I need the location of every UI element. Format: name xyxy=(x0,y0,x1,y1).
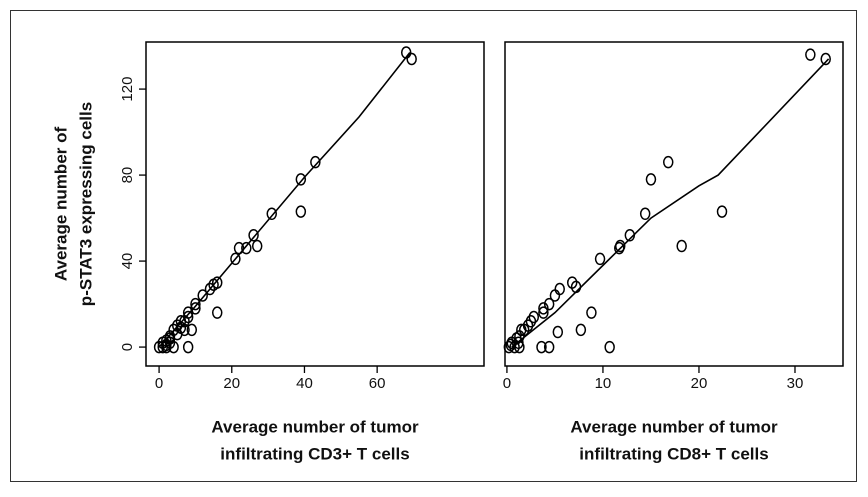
fit-line xyxy=(511,58,830,348)
point xyxy=(538,302,549,315)
y-tick-label: 80 xyxy=(119,167,136,184)
x-axis-label: infiltrating CD8+ T cells xyxy=(579,444,768,463)
x-tick-label: 0 xyxy=(155,375,163,392)
point xyxy=(400,46,412,59)
x-tick-label: 10 xyxy=(595,375,612,392)
point xyxy=(516,323,527,337)
point xyxy=(230,252,241,266)
point xyxy=(543,340,555,354)
point xyxy=(676,239,687,253)
point xyxy=(645,173,657,186)
x-axis-label: Average number of tumor xyxy=(570,417,778,436)
point xyxy=(513,336,524,350)
point xyxy=(204,282,216,296)
point xyxy=(168,340,179,354)
point xyxy=(662,155,674,169)
point xyxy=(624,229,636,242)
point xyxy=(295,173,307,186)
point xyxy=(586,306,597,319)
point xyxy=(161,340,172,354)
fit-line xyxy=(158,52,411,348)
point xyxy=(554,282,565,296)
point xyxy=(251,239,263,253)
point xyxy=(208,278,219,291)
plot-frame xyxy=(145,41,485,367)
point xyxy=(604,340,615,354)
x-tick-label: 20 xyxy=(691,375,708,392)
x-tick-label: 30 xyxy=(787,375,804,392)
y-axis-label: p-STAT3 expressing cells xyxy=(76,102,95,306)
point xyxy=(172,327,183,341)
plot-frame xyxy=(504,41,844,367)
point xyxy=(594,252,606,266)
point xyxy=(538,306,549,319)
x-axis-label: infiltrating CD3+ T cells xyxy=(220,444,409,463)
y-tick-label: 120 xyxy=(119,77,136,102)
point xyxy=(716,205,728,218)
point xyxy=(182,340,194,354)
point xyxy=(536,340,547,354)
x-tick-label: 60 xyxy=(369,375,386,392)
point xyxy=(211,306,223,319)
point xyxy=(805,48,816,61)
point xyxy=(248,229,259,242)
point xyxy=(549,289,561,302)
point xyxy=(614,239,626,253)
x-tick-label: 20 xyxy=(223,375,240,392)
point xyxy=(575,323,587,337)
point xyxy=(164,336,176,350)
y-tick-label: 40 xyxy=(119,253,136,270)
point xyxy=(552,325,564,339)
point xyxy=(295,205,307,218)
point xyxy=(406,52,417,66)
point xyxy=(241,241,252,255)
point xyxy=(197,289,208,302)
figure-border xyxy=(10,10,857,482)
point xyxy=(186,323,198,337)
point xyxy=(570,280,582,294)
point xyxy=(820,52,831,66)
point xyxy=(503,340,515,354)
point xyxy=(153,340,165,354)
y-axis-label: Average number of xyxy=(51,127,70,282)
point xyxy=(190,297,201,311)
point xyxy=(266,207,278,221)
x-axis-label: Average number of tumor xyxy=(211,417,419,436)
y-tick-label: 0 xyxy=(119,343,136,351)
point xyxy=(543,297,555,311)
point xyxy=(639,207,651,221)
x-tick-label: 0 xyxy=(503,375,511,392)
point xyxy=(233,241,245,255)
x-tick-label: 40 xyxy=(296,375,313,392)
point xyxy=(310,155,321,169)
